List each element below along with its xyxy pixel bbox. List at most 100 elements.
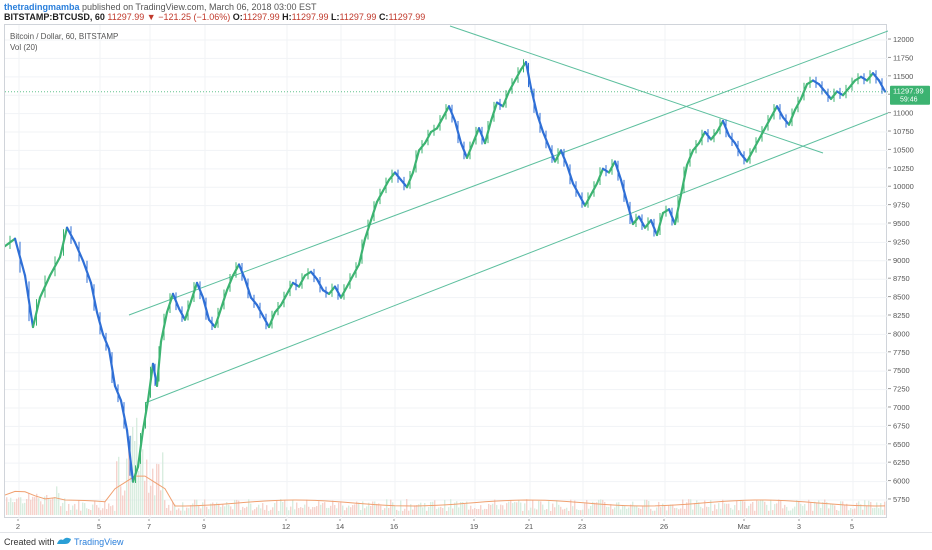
- volume-bar: [278, 510, 280, 515]
- volume-bar: [186, 507, 188, 515]
- volume-bar: [182, 502, 184, 515]
- volume-bar: [68, 503, 70, 515]
- volume-bar: [330, 505, 332, 515]
- price-tick-label: 7250: [893, 385, 910, 394]
- descending-trendline[interactable]: [449, 25, 824, 154]
- volume-bar: [748, 505, 750, 515]
- time-axis[interactable]: 2 5 7 9 12 14 16 19 21 23 26 Mar 3 5: [4, 518, 887, 531]
- volume-bar: [480, 505, 482, 515]
- price-tick-label: 9250: [893, 237, 910, 246]
- volume-bar: [194, 499, 196, 515]
- volume-bar: [150, 485, 152, 515]
- volume-bar: [280, 499, 282, 515]
- volume-bar: [736, 500, 738, 515]
- volume-bar: [824, 499, 826, 515]
- volume-bar: [10, 497, 12, 515]
- volume-bar: [800, 503, 802, 515]
- volume-bar: [758, 501, 760, 515]
- volume-bar: [210, 503, 212, 515]
- volume-bar: [764, 501, 766, 515]
- volume-bar: [320, 504, 322, 515]
- volume-bar: [258, 504, 260, 515]
- volume-bar: [584, 503, 586, 515]
- volume-bar: [746, 508, 748, 515]
- volume-bar: [576, 509, 578, 515]
- volume-bar: [710, 500, 712, 515]
- volume-bar: [468, 509, 470, 515]
- volume-bar: [614, 507, 616, 515]
- volume-bar: [222, 504, 224, 515]
- price-chart[interactable]: [3, 25, 889, 519]
- volume-bar: [166, 507, 168, 515]
- volume-bar: [612, 509, 614, 515]
- volume-bar: [648, 501, 650, 515]
- volume-bar: [426, 510, 428, 515]
- volume-bar: [272, 507, 274, 515]
- volume-bar: [700, 506, 702, 515]
- volume-bar: [24, 502, 26, 515]
- volume-bar: [440, 506, 442, 515]
- volume-bar: [542, 504, 544, 515]
- volume-bar: [138, 470, 140, 515]
- volume-bar: [846, 503, 848, 515]
- volume-bar: [672, 504, 674, 515]
- time-tick-label: 5: [850, 522, 854, 531]
- volume-bar: [572, 506, 574, 515]
- volume-bar: [486, 509, 488, 515]
- volume-bar: [470, 505, 472, 515]
- volume-bar: [750, 503, 752, 515]
- volume-bar: [346, 507, 348, 515]
- volume-bar: [662, 503, 664, 515]
- volume-bar: [780, 500, 782, 515]
- volume-bar: [180, 510, 182, 515]
- price-axis[interactable]: 5750 6000 6250 6500 6750 7000 7250 7500 7750 8000…: [888, 24, 932, 518]
- volume-bar: [496, 504, 498, 515]
- volume-bar: [506, 503, 508, 515]
- volume-bar: [94, 500, 96, 515]
- chart-area[interactable]: [3, 24, 889, 519]
- volume-bar: [100, 510, 102, 515]
- volume-bar: [530, 507, 532, 515]
- volume-bar: [498, 509, 500, 515]
- volume-bar: [734, 505, 736, 515]
- author-link[interactable]: thetradingmamba: [4, 2, 80, 12]
- volume-bar: [130, 435, 132, 515]
- price-tick-label: 6500: [893, 440, 910, 449]
- channel-upper-line[interactable]: [128, 30, 889, 316]
- volume-bar: [196, 499, 198, 515]
- volume-bar: [376, 503, 378, 515]
- volume-bar: [778, 499, 780, 515]
- tradingview-brand-link[interactable]: TradingView: [74, 537, 124, 547]
- volume-bar: [452, 508, 454, 515]
- volume-bar: [108, 503, 110, 515]
- volume-bar: [822, 502, 824, 515]
- channel-lower-line[interactable]: [144, 112, 889, 404]
- volume-bar: [356, 501, 358, 515]
- volume-bar: [720, 508, 722, 515]
- volume-bar: [878, 508, 880, 515]
- legend-series: Bitcoin / Dollar, 60, BITSTAMP: [10, 32, 119, 41]
- price-tick-label: 6000: [893, 477, 910, 486]
- volume-bar: [856, 502, 858, 515]
- volume-bar: [78, 500, 80, 515]
- symbol-label: BITSTAMP:BTCUSD, 60: [4, 12, 105, 22]
- volume-bar: [638, 507, 640, 515]
- volume-bar: [776, 503, 778, 515]
- volume-bar: [456, 501, 458, 515]
- current-price-value: 11297.99: [893, 87, 924, 96]
- volume-bar: [640, 508, 642, 515]
- volume-bar: [812, 510, 814, 515]
- volume-bar: [522, 510, 524, 515]
- volume-bar: [820, 507, 822, 515]
- price-tick-label: 8250: [893, 311, 910, 320]
- volume-bar: [162, 452, 164, 515]
- volume-bar: [798, 500, 800, 515]
- volume-bar: [874, 507, 876, 515]
- volume-bar: [596, 502, 598, 515]
- volume-bar: [44, 496, 46, 515]
- volume-bar: [484, 508, 486, 515]
- volume-bar: [534, 508, 536, 515]
- volume-bar: [458, 507, 460, 515]
- volume-bar: [352, 505, 354, 515]
- volume-bar: [774, 504, 776, 515]
